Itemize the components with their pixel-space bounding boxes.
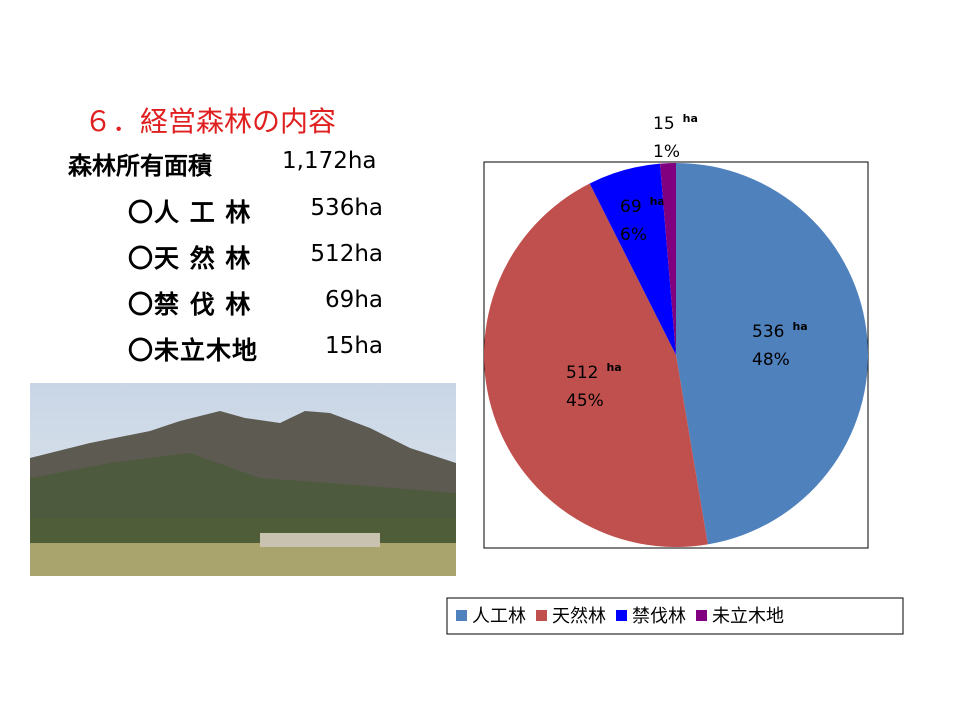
pie: 536 ha 48% 512 ha 45% 69 ha 6% 15 ha 1% [484,112,868,547]
legend-swatch [536,610,547,621]
item-value: 512ha [310,241,383,267]
data-label: 69 [620,197,642,217]
pie-slice [676,163,868,545]
pie-slice [484,183,708,547]
legend-swatch [456,610,467,621]
summary-label: 森林所有面積 [68,152,212,180]
item-label: 〇禁 伐 林 [128,290,252,319]
slide-title: ６．経営森林の内容 [84,105,337,138]
item-value: 15ha [325,333,383,359]
unit-label: ha [650,195,665,208]
percent-label: 45% [566,391,604,411]
item-value: 536ha [310,195,383,221]
plot-area [483,161,869,549]
percent-label: 6% [620,225,647,245]
legend-swatch [616,610,627,621]
data-label: 512 [566,363,598,383]
item-label: 〇未立木地 [128,336,259,365]
pie-slice [660,163,676,355]
item-label: 〇人 工 林 [128,198,252,227]
percent-label: 1% [653,142,680,162]
legend-box [446,597,904,635]
unit-label: ha [606,361,621,374]
item-label: 〇天 然 林 [128,244,252,273]
legend-label: 人工林 [472,606,526,627]
unit-label: ha [683,112,698,125]
legend-label: 未立木地 [712,606,784,627]
percent-label: 48% [752,350,790,370]
legend-label: 禁伐林 [632,606,686,627]
item-value: 69ha [325,287,383,313]
legend: 人工林 天然林 禁伐林 未立木地 [456,606,784,627]
data-label: 536 [752,322,784,342]
pie-slice [589,163,676,355]
unit-label: ha [792,320,807,333]
summary-value: 1,172ha [282,148,377,174]
legend-swatch [696,610,707,621]
mountain-photo [30,383,456,576]
data-label: 15 [653,114,675,134]
legend-label: 天然林 [552,606,606,627]
